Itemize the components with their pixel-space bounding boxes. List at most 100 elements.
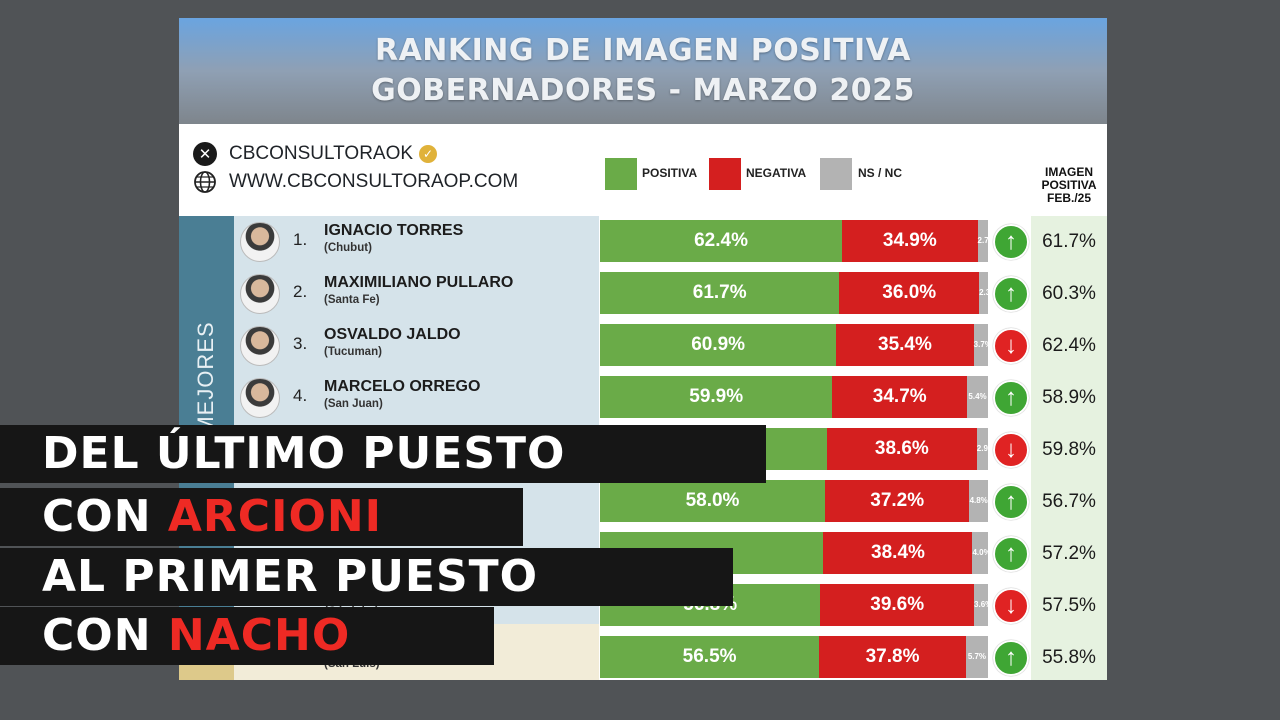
rank-number: 4. — [293, 386, 308, 405]
label-negativa: 37.8% — [865, 646, 920, 667]
bar-nsnc — [969, 480, 988, 522]
label-negativa: 34.7% — [872, 386, 927, 407]
label-nsnc: 3.6% — [974, 600, 993, 609]
label-nsnc: 2.7% — [977, 236, 996, 245]
province-label: (Tucuman) — [324, 346, 382, 358]
label-negativa: 36.0% — [882, 282, 937, 303]
bar-negativa — [825, 480, 970, 522]
globe-icon — [194, 171, 216, 193]
bar-nsnc — [974, 584, 988, 626]
legend-swatch-negativa — [709, 158, 741, 190]
bar-negativa — [820, 584, 975, 626]
label-positiva: 56.5% — [682, 646, 737, 667]
ranking-row: 4. MARCELO ORREGO (San Juan) 59.9% 34.7% 5.4%… — [179, 372, 1107, 424]
bar-negativa — [819, 636, 966, 678]
bar-positiva — [600, 272, 840, 314]
label-negativa: 34.9% — [882, 230, 937, 251]
bar-nsnc — [976, 428, 988, 470]
source-x-handle: ✕ CBCONSULTORAOK ✓ — [193, 142, 438, 166]
overlay-line-3: AL PRIMER PUESTO — [42, 551, 539, 602]
prev-value: 55.8% — [1042, 647, 1096, 668]
overlay-line-1: DEL ÚLTIMO PUESTO — [42, 428, 566, 479]
overlay-highlight-arcioni: ARCIONI — [167, 491, 383, 542]
prev-header-line3: FEB./25 — [1046, 191, 1091, 205]
bar-positiva — [600, 480, 826, 522]
source-website: WWW.CBCONSULTORAOP.COM — [193, 170, 518, 194]
bar-negativa — [842, 220, 978, 262]
rank-number: 1. — [293, 230, 308, 249]
label-nsnc: 2.3% — [979, 288, 998, 297]
ranking-row: 3. OSVALDO JALDO (Tucuman) 60.9% 35.4% 3.7% ↓ 6… — [179, 320, 1107, 372]
bar-negativa — [823, 532, 973, 574]
bar-nsnc — [977, 220, 988, 262]
avatar — [240, 222, 280, 262]
label-positiva: 61.7% — [692, 282, 747, 303]
bar-negativa — [832, 376, 968, 418]
bar-nsnc — [973, 324, 988, 366]
province-label: (San Juan) — [324, 398, 383, 410]
legend-label-nsnc: NS / NC — [858, 166, 903, 180]
arrow-up-icon: ↑ — [993, 224, 1029, 260]
overlay-band-4 — [0, 607, 494, 665]
legend-label-negativa: NEGATIVA — [746, 166, 807, 180]
bar-positiva — [600, 376, 833, 418]
bar-negativa — [836, 324, 974, 366]
chart-title-line2: GOBERNADORES - MARZO 2025 — [371, 73, 915, 108]
arrow-down-icon: ↓ — [993, 432, 1029, 468]
arrow-up-icon: ↑ — [993, 276, 1029, 312]
prev-header-line2: POSITIVA — [1041, 178, 1097, 192]
chart-header: RANKING DE IMAGEN POSITIVA GOBERNADORES … — [179, 18, 1107, 124]
x-handle-text: CBCONSULTORAOK — [229, 143, 414, 164]
legend-swatch-nsnc — [820, 158, 852, 190]
overlay-band-2 — [0, 488, 523, 546]
prev-column — [1031, 216, 1107, 680]
bar-nsnc — [967, 376, 988, 418]
overlay-highlight-nacho: NACHO — [167, 610, 351, 661]
overlay-band-3 — [0, 548, 733, 606]
verified-badge-icon: ✓ — [419, 145, 438, 163]
legend-label-positiva: POSITIVA — [642, 166, 698, 180]
prev-value: 56.7% — [1042, 491, 1096, 512]
label-positiva: 60.9% — [691, 334, 746, 355]
prev-value: 60.3% — [1042, 283, 1096, 304]
label-nsnc: 5.4% — [968, 392, 987, 401]
label-negativa: 38.6% — [874, 438, 929, 459]
arrow-up-icon: ↑ — [993, 380, 1029, 416]
avatar — [240, 378, 280, 418]
overlay-line-2: CON ARCIONI — [42, 488, 382, 546]
governor-name: OSVALDO JALDO — [324, 326, 461, 343]
governor-name: IGNACIO TORRES — [324, 222, 464, 239]
governor-name: MAXIMILIANO PULLARO — [324, 274, 514, 291]
label-nsnc: 3.7% — [973, 340, 992, 349]
bar-positiva — [600, 324, 837, 366]
prev-header-line1: IMAGEN — [1045, 165, 1093, 179]
label-negativa: 39.6% — [870, 594, 925, 615]
prev-value: 57.2% — [1042, 543, 1096, 564]
bar-negativa — [839, 272, 980, 314]
bar-nsnc — [979, 272, 988, 314]
overlay-line-4: CON NACHO — [42, 607, 350, 665]
label-negativa: 38.4% — [871, 542, 925, 563]
ranking-row: 2. MAXIMILIANO PULLARO (Santa Fe) 61.7% 36.0… — [179, 268, 1107, 320]
avatar — [240, 326, 280, 366]
overlay-line-4-a: CON — [42, 610, 168, 661]
label-nsnc: 4.0% — [972, 548, 991, 557]
label-nsnc: 4.8% — [969, 496, 988, 505]
label-negativa: 37.2% — [870, 490, 925, 511]
label-positiva: 62.4% — [694, 230, 748, 251]
rank-number: 3. — [293, 334, 308, 353]
label-negativa: 35.4% — [878, 334, 932, 355]
label-nsnc: 5.7% — [967, 652, 987, 661]
arrow-up-icon: ↑ — [993, 484, 1029, 520]
chart-title-line1: RANKING DE IMAGEN POSITIVA — [374, 33, 912, 68]
province-label: (Chubut) — [324, 242, 372, 254]
arrow-down-icon: ↓ — [993, 588, 1029, 624]
bar-positiva — [600, 636, 820, 678]
website-text: WWW.CBCONSULTORAOP.COM — [229, 171, 519, 192]
prev-column-header: IMAGEN POSITIVA FEB./25 — [1031, 166, 1107, 205]
arrow-down-icon: ↓ — [993, 328, 1029, 364]
bar-negativa — [826, 428, 977, 470]
avatar — [240, 274, 280, 314]
prev-value: 59.8% — [1042, 439, 1096, 460]
prev-value: 57.5% — [1042, 595, 1096, 616]
